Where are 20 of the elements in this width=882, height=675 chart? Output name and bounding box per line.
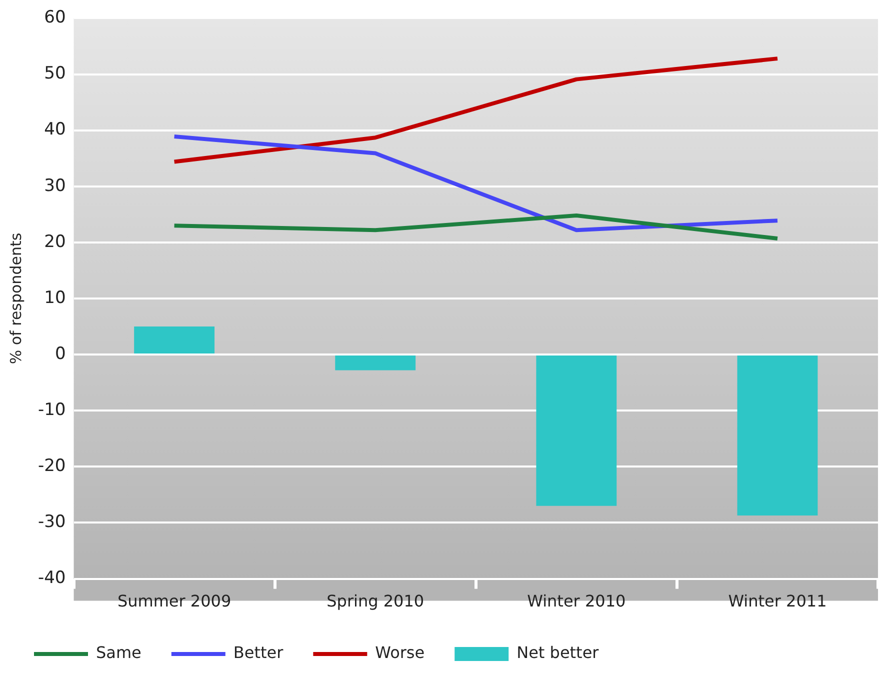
y-tick-label: -30 — [38, 512, 66, 532]
y-axis-title: % of respondents — [6, 232, 25, 364]
y-tick-label: -10 — [38, 400, 66, 420]
legend-label: Net better — [516, 643, 600, 662]
y-tick-label: 20 — [44, 232, 66, 252]
y-tick-label: 40 — [44, 120, 66, 140]
x-tick-label: Winter 2010 — [527, 592, 626, 611]
x-tick-label: Winter 2011 — [728, 592, 827, 611]
y-tick-label: -40 — [38, 568, 66, 588]
y-tick-label: 50 — [44, 64, 66, 84]
y-tick-label: -20 — [38, 456, 66, 476]
legend-label: Same — [96, 643, 142, 662]
x-tick-label: Summer 2009 — [117, 592, 232, 611]
legend-label: Better — [233, 643, 284, 662]
legend-label: Worse — [375, 643, 425, 662]
y-tick-label: 30 — [44, 176, 66, 196]
x-tick-label: Spring 2010 — [326, 592, 424, 611]
y-tick-label: 0 — [54, 344, 66, 364]
y-tick-label: 10 — [44, 288, 66, 308]
y-tick-label: 60 — [44, 8, 66, 28]
